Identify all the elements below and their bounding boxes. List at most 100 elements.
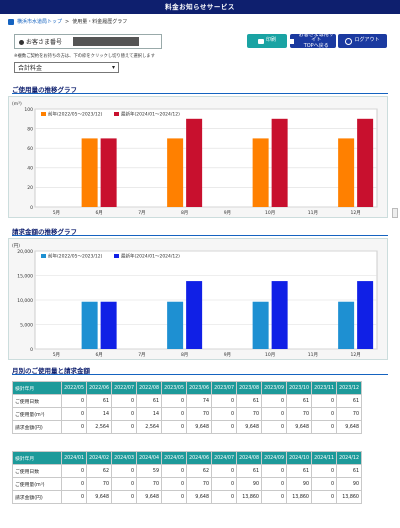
x-tick-label: 6月 bbox=[95, 210, 102, 216]
table-cell: 9,648 bbox=[186, 490, 212, 504]
header-label: 検針年月 bbox=[12, 381, 62, 395]
charge-chart-heading: 請求金額の推移グラフ bbox=[12, 226, 388, 236]
contract-select[interactable]: 合計料金 ▾ bbox=[14, 62, 119, 73]
customer-number-label: お客さま番号 bbox=[15, 37, 73, 46]
table-cell: 0 bbox=[61, 407, 87, 421]
table-cell: 0 bbox=[311, 394, 337, 408]
header-cell: 2024/12 bbox=[336, 451, 362, 465]
bar-prev bbox=[167, 138, 184, 207]
table-header-row: 検針年月 2022/05 2022/06 2022/07 2022/08 2023/05 2… bbox=[12, 381, 362, 395]
table-cell: 9,648 bbox=[186, 420, 212, 434]
table-cell: 9,648 bbox=[286, 420, 312, 434]
table-cell: 13,860 bbox=[336, 490, 362, 504]
legend-label: 最新年(2024/01～2024/12) bbox=[121, 111, 180, 118]
table-cell: 9,648 bbox=[86, 490, 112, 504]
x-tick-label: 10月 bbox=[265, 210, 275, 216]
table-cell: 0 bbox=[211, 420, 237, 434]
table-cell: 70 bbox=[236, 407, 262, 421]
table-row: ご使用量(m³) 0 70 0 70 0 70 0 90 0 90 0 90 bbox=[12, 477, 362, 491]
table-header-row: 検針年月 2024/01 2024/02 2024/03 2024/04 2024/05 2… bbox=[12, 451, 362, 465]
print-button[interactable]: 印刷 bbox=[247, 34, 287, 48]
row-label: 請求金額(円) bbox=[12, 490, 62, 504]
bar-prev bbox=[338, 138, 355, 207]
header-cell: 2023/06 bbox=[186, 381, 212, 395]
bar-prev bbox=[167, 301, 184, 349]
table-cell: 9,648 bbox=[136, 490, 162, 504]
header-cell: 2023/08 bbox=[236, 381, 262, 395]
header-cell: 2024/07 bbox=[211, 451, 237, 465]
table-cell: 14 bbox=[86, 407, 112, 421]
y-tick-label: 20 bbox=[27, 185, 33, 191]
table-cell: 59 bbox=[136, 464, 162, 478]
table-row: 請求金額(円) 0 9,648 0 9,648 0 9,648 0 13,860 0 13,860 0… bbox=[12, 490, 362, 504]
header-cell: 2024/01 bbox=[61, 451, 87, 465]
table-cell: 0 bbox=[311, 490, 337, 504]
table-cell: 0 bbox=[311, 477, 337, 491]
customer-number-masked bbox=[73, 37, 139, 46]
header-cell: 2024/11 bbox=[311, 451, 337, 465]
table-cell: 13,860 bbox=[286, 490, 312, 504]
bar-latest bbox=[186, 118, 203, 207]
x-tick-label: 7月 bbox=[138, 352, 145, 358]
header-label: 検針年月 bbox=[12, 451, 62, 465]
table-heading: 月別のご使用量と請求金額 bbox=[12, 365, 388, 375]
breadcrumb-home-link[interactable]: 横浜市水道局トップ bbox=[17, 19, 63, 25]
table-cell: 74 bbox=[186, 394, 212, 408]
row-label: ご使用量(m³) bbox=[12, 477, 62, 491]
header-cell: 2023/10 bbox=[286, 381, 312, 395]
bar-latest bbox=[357, 118, 374, 207]
table-cell: 0 bbox=[61, 420, 87, 434]
y-tick-label: 10,000 bbox=[17, 298, 33, 304]
table-cell: 0 bbox=[61, 394, 87, 408]
header-cell: 2023/07 bbox=[211, 381, 237, 395]
printer-icon bbox=[257, 38, 264, 44]
table-cell: 0 bbox=[61, 490, 87, 504]
row-label: ご使用量(m³) bbox=[12, 407, 62, 421]
table-cell: 61 bbox=[286, 394, 312, 408]
charge-chart: 0 5,000 10,000 15,000 20,000 (円) 5月 6月 7月 8月 9月 10月… bbox=[8, 238, 388, 360]
table-cell: 61 bbox=[236, 394, 262, 408]
legend-label: 最新年(2024/01～2024/12) bbox=[121, 253, 180, 260]
logout-button[interactable]: ログアウト bbox=[338, 34, 387, 48]
contract-select-value: 合計料金 bbox=[18, 65, 43, 72]
y-tick-label: 100 bbox=[24, 107, 33, 113]
table-cell: 61 bbox=[236, 464, 262, 478]
table-cell: 61 bbox=[136, 394, 162, 408]
table-cell: 0 bbox=[261, 464, 287, 478]
table-cell: 0 bbox=[161, 420, 187, 434]
header-cell: 2022/05 bbox=[61, 381, 87, 395]
table-row: ご使用量(m³) 0 14 0 14 0 70 0 70 0 70 0 70 bbox=[12, 407, 362, 421]
bar-prev bbox=[81, 301, 98, 349]
table-cell: 0 bbox=[261, 420, 287, 434]
table-row: ご使用日数 0 62 0 59 0 62 0 61 0 61 0 61 bbox=[12, 464, 362, 478]
usage-chart-svg: 0 20 40 60 80 100(m³) 5月 6月 7月 8月 9月 10月 11月 12月 前年(20… bbox=[12, 101, 378, 216]
table-cell: 61 bbox=[86, 394, 112, 408]
breadcrumb: 横浜市水道局トップ > 使用量・料金履歴グラフ bbox=[8, 18, 127, 25]
bar-prev bbox=[252, 301, 269, 349]
table-cell: 61 bbox=[336, 394, 362, 408]
back-to-top-button[interactable]: お客さま専用サイト TOPへ戻る bbox=[290, 32, 336, 48]
y-tick-label: 5,000 bbox=[20, 322, 33, 328]
y-tick-label: 0 bbox=[30, 205, 33, 211]
table-cell: 0 bbox=[261, 407, 287, 421]
contract-note: ※複数ご契約をお持ちの方は、下の枠をクリックし切り替えて選択します bbox=[14, 54, 155, 59]
table-cell: 0 bbox=[111, 407, 137, 421]
breadcrumb-separator: > bbox=[65, 18, 70, 25]
y-tick-label: 20,000 bbox=[17, 249, 33, 255]
table-cell: 90 bbox=[236, 477, 262, 491]
bar-latest bbox=[186, 281, 203, 349]
table-cell: 70 bbox=[136, 477, 162, 491]
header-cell: 2023/11 bbox=[311, 381, 337, 395]
table-cell: 0 bbox=[111, 420, 137, 434]
table-cell: 0 bbox=[111, 394, 137, 408]
scrollbar-handle[interactable] bbox=[392, 208, 398, 218]
header-cell: 2023/05 bbox=[161, 381, 187, 395]
table-cell: 9,648 bbox=[236, 420, 262, 434]
legend-swatch bbox=[114, 112, 119, 116]
table-cell: 0 bbox=[261, 490, 287, 504]
x-tick-label: 12月 bbox=[351, 352, 361, 358]
bar-latest bbox=[357, 281, 374, 349]
table-cell: 14 bbox=[136, 407, 162, 421]
x-tick-label: 6月 bbox=[95, 352, 102, 358]
history-table-prev: 検針年月 2022/05 2022/06 2022/07 2022/08 2023/05 2… bbox=[12, 381, 362, 434]
